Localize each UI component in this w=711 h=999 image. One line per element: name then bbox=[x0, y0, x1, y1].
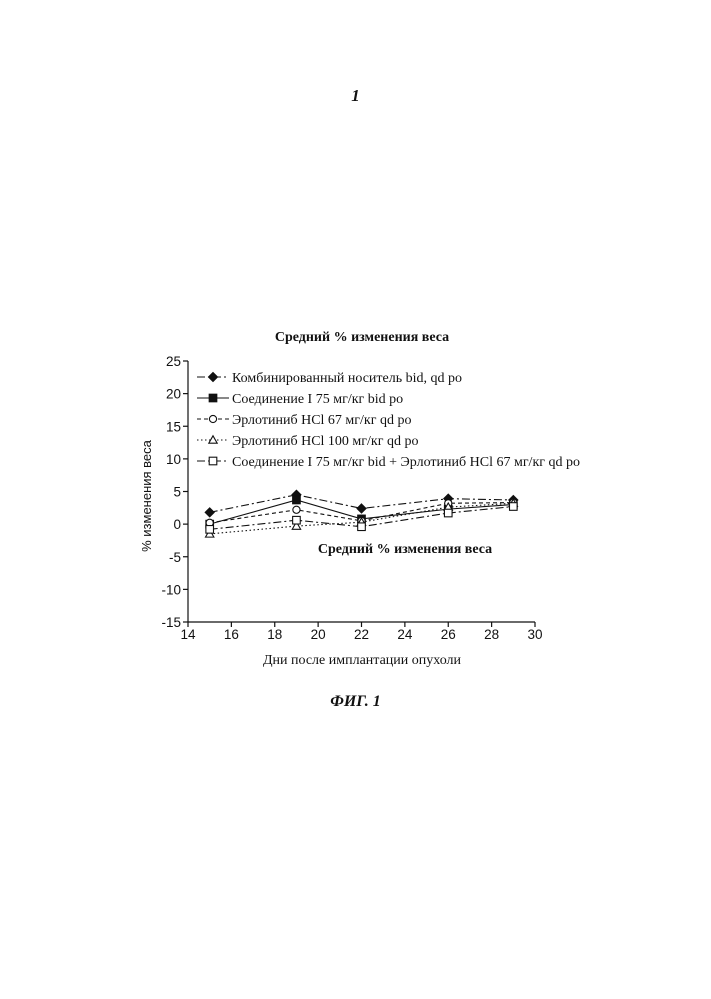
y-tick-label: 10 bbox=[166, 452, 181, 467]
y-tick-label: -10 bbox=[161, 582, 181, 597]
x-tick-label: 20 bbox=[311, 627, 326, 642]
legend-label: Эрлотиниб HCl 67 мг/кг qd po bbox=[232, 413, 411, 428]
data-point bbox=[444, 509, 452, 517]
legend-label: Соединение I 75 мг/кг bid po bbox=[232, 392, 403, 407]
x-tick-label: 28 bbox=[484, 627, 499, 642]
legend-marker bbox=[209, 415, 216, 422]
data-point bbox=[206, 526, 214, 534]
data-point bbox=[357, 504, 366, 513]
legend-marker bbox=[209, 373, 218, 382]
legend-label: Комбинированный носитель bid, qd po bbox=[232, 371, 462, 386]
x-tick-label: 18 bbox=[267, 627, 282, 642]
legend-item: Комбинированный носитель bid, qd po bbox=[197, 371, 462, 386]
x-ticks: 14 16 18 20 22 24 26 28 30 bbox=[180, 622, 542, 642]
legend-item: Эрлотиниб HCl 100 мг/кг qd po bbox=[197, 434, 418, 449]
legend-label: Соединение I 75 мг/кг bid + Эрлотиниб HC… bbox=[232, 455, 580, 470]
x-tick-label: 30 bbox=[527, 627, 542, 642]
data-point bbox=[293, 496, 301, 504]
y-tick-label: 5 bbox=[173, 485, 181, 500]
x-tick-label: 22 bbox=[354, 627, 369, 642]
data-point bbox=[510, 503, 518, 511]
y-ticks: 25 20 15 10 5 0 -5 -10 -15 bbox=[161, 354, 188, 630]
legend-item: Соединение I 75 мг/кг bid + Эрлотиниб HC… bbox=[197, 455, 580, 470]
chart-title: Средний % изменения веса bbox=[275, 330, 449, 345]
y-tick-label: -5 bbox=[169, 550, 181, 565]
x-tick-label: 24 bbox=[397, 627, 413, 642]
data-point bbox=[293, 506, 300, 513]
legend-marker bbox=[209, 394, 217, 402]
series-group bbox=[205, 490, 518, 537]
data-point bbox=[293, 516, 301, 524]
y-tick-label: 15 bbox=[166, 419, 181, 434]
y-tick-label: -15 bbox=[161, 615, 181, 630]
inner-chart-title: Средний % изменения веса bbox=[318, 542, 492, 557]
legend-label: Эрлотиниб HCl 100 мг/кг qd po bbox=[232, 434, 418, 449]
y-tick-label: 25 bbox=[166, 354, 181, 369]
x-axis-label: Дни после имплантации опухоли bbox=[263, 653, 462, 668]
x-tick-label: 14 bbox=[180, 627, 196, 642]
y-axis-label: % изменения веса bbox=[139, 439, 154, 552]
legend-item: Эрлотиниб HCl 67 мг/кг qd po bbox=[197, 413, 411, 428]
data-point bbox=[205, 508, 214, 517]
legend-item: Соединение I 75 мг/кг bid po bbox=[197, 392, 403, 407]
data-point bbox=[358, 523, 366, 531]
y-tick-label: 20 bbox=[166, 387, 181, 402]
x-tick-label: 16 bbox=[224, 627, 239, 642]
y-tick-label: 0 bbox=[173, 517, 181, 532]
x-tick-label: 26 bbox=[441, 627, 456, 642]
legend: Комбинированный носитель bid, qd po Соеди… bbox=[197, 371, 580, 470]
legend-marker bbox=[209, 457, 217, 465]
figure-caption: ФИГ. 1 bbox=[0, 693, 711, 711]
